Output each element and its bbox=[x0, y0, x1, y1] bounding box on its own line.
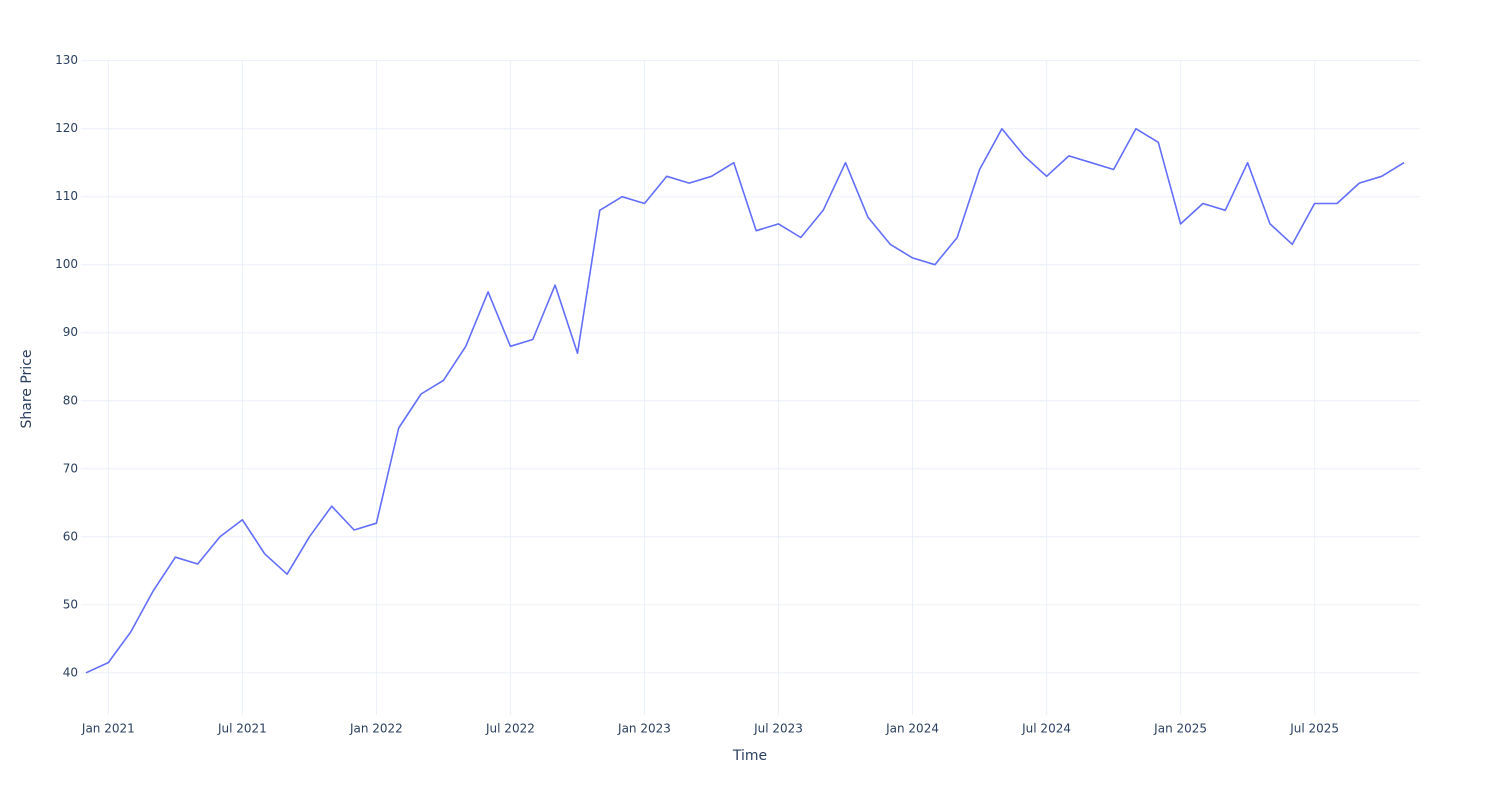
y-axis-title: Share Price bbox=[19, 349, 35, 428]
y-tick-label: 40 bbox=[63, 665, 78, 679]
price-line bbox=[85, 127, 1405, 674]
y-tick-label: 120 bbox=[55, 121, 78, 135]
x-tick-label: Jan 2023 bbox=[617, 722, 671, 736]
x-tick-label: Jul 2021 bbox=[217, 722, 267, 736]
y-tick-label: 100 bbox=[55, 257, 78, 271]
x-axis-title: Time bbox=[732, 748, 767, 764]
x-tick-label: Jul 2023 bbox=[753, 722, 803, 736]
x-tick-label: Jan 2025 bbox=[1153, 722, 1207, 736]
x-tick-label: Jul 2024 bbox=[1021, 722, 1071, 736]
x-tick-label: Jan 2021 bbox=[81, 722, 135, 736]
y-tick-label: 60 bbox=[63, 529, 78, 543]
x-tick-label: Jan 2024 bbox=[885, 722, 939, 736]
y-tick-label: 110 bbox=[55, 189, 78, 203]
y-tick-label: 80 bbox=[63, 393, 78, 407]
y-tick-label: 130 bbox=[55, 53, 78, 67]
y-tick-label: 50 bbox=[63, 597, 78, 611]
x-tick-label: Jul 2025 bbox=[1289, 722, 1339, 736]
x-tick-label: Jan 2022 bbox=[349, 722, 403, 736]
x-tick-label: Jul 2022 bbox=[485, 722, 535, 736]
y-tick-label: 70 bbox=[63, 461, 78, 475]
y-tick-label: 90 bbox=[63, 325, 78, 339]
